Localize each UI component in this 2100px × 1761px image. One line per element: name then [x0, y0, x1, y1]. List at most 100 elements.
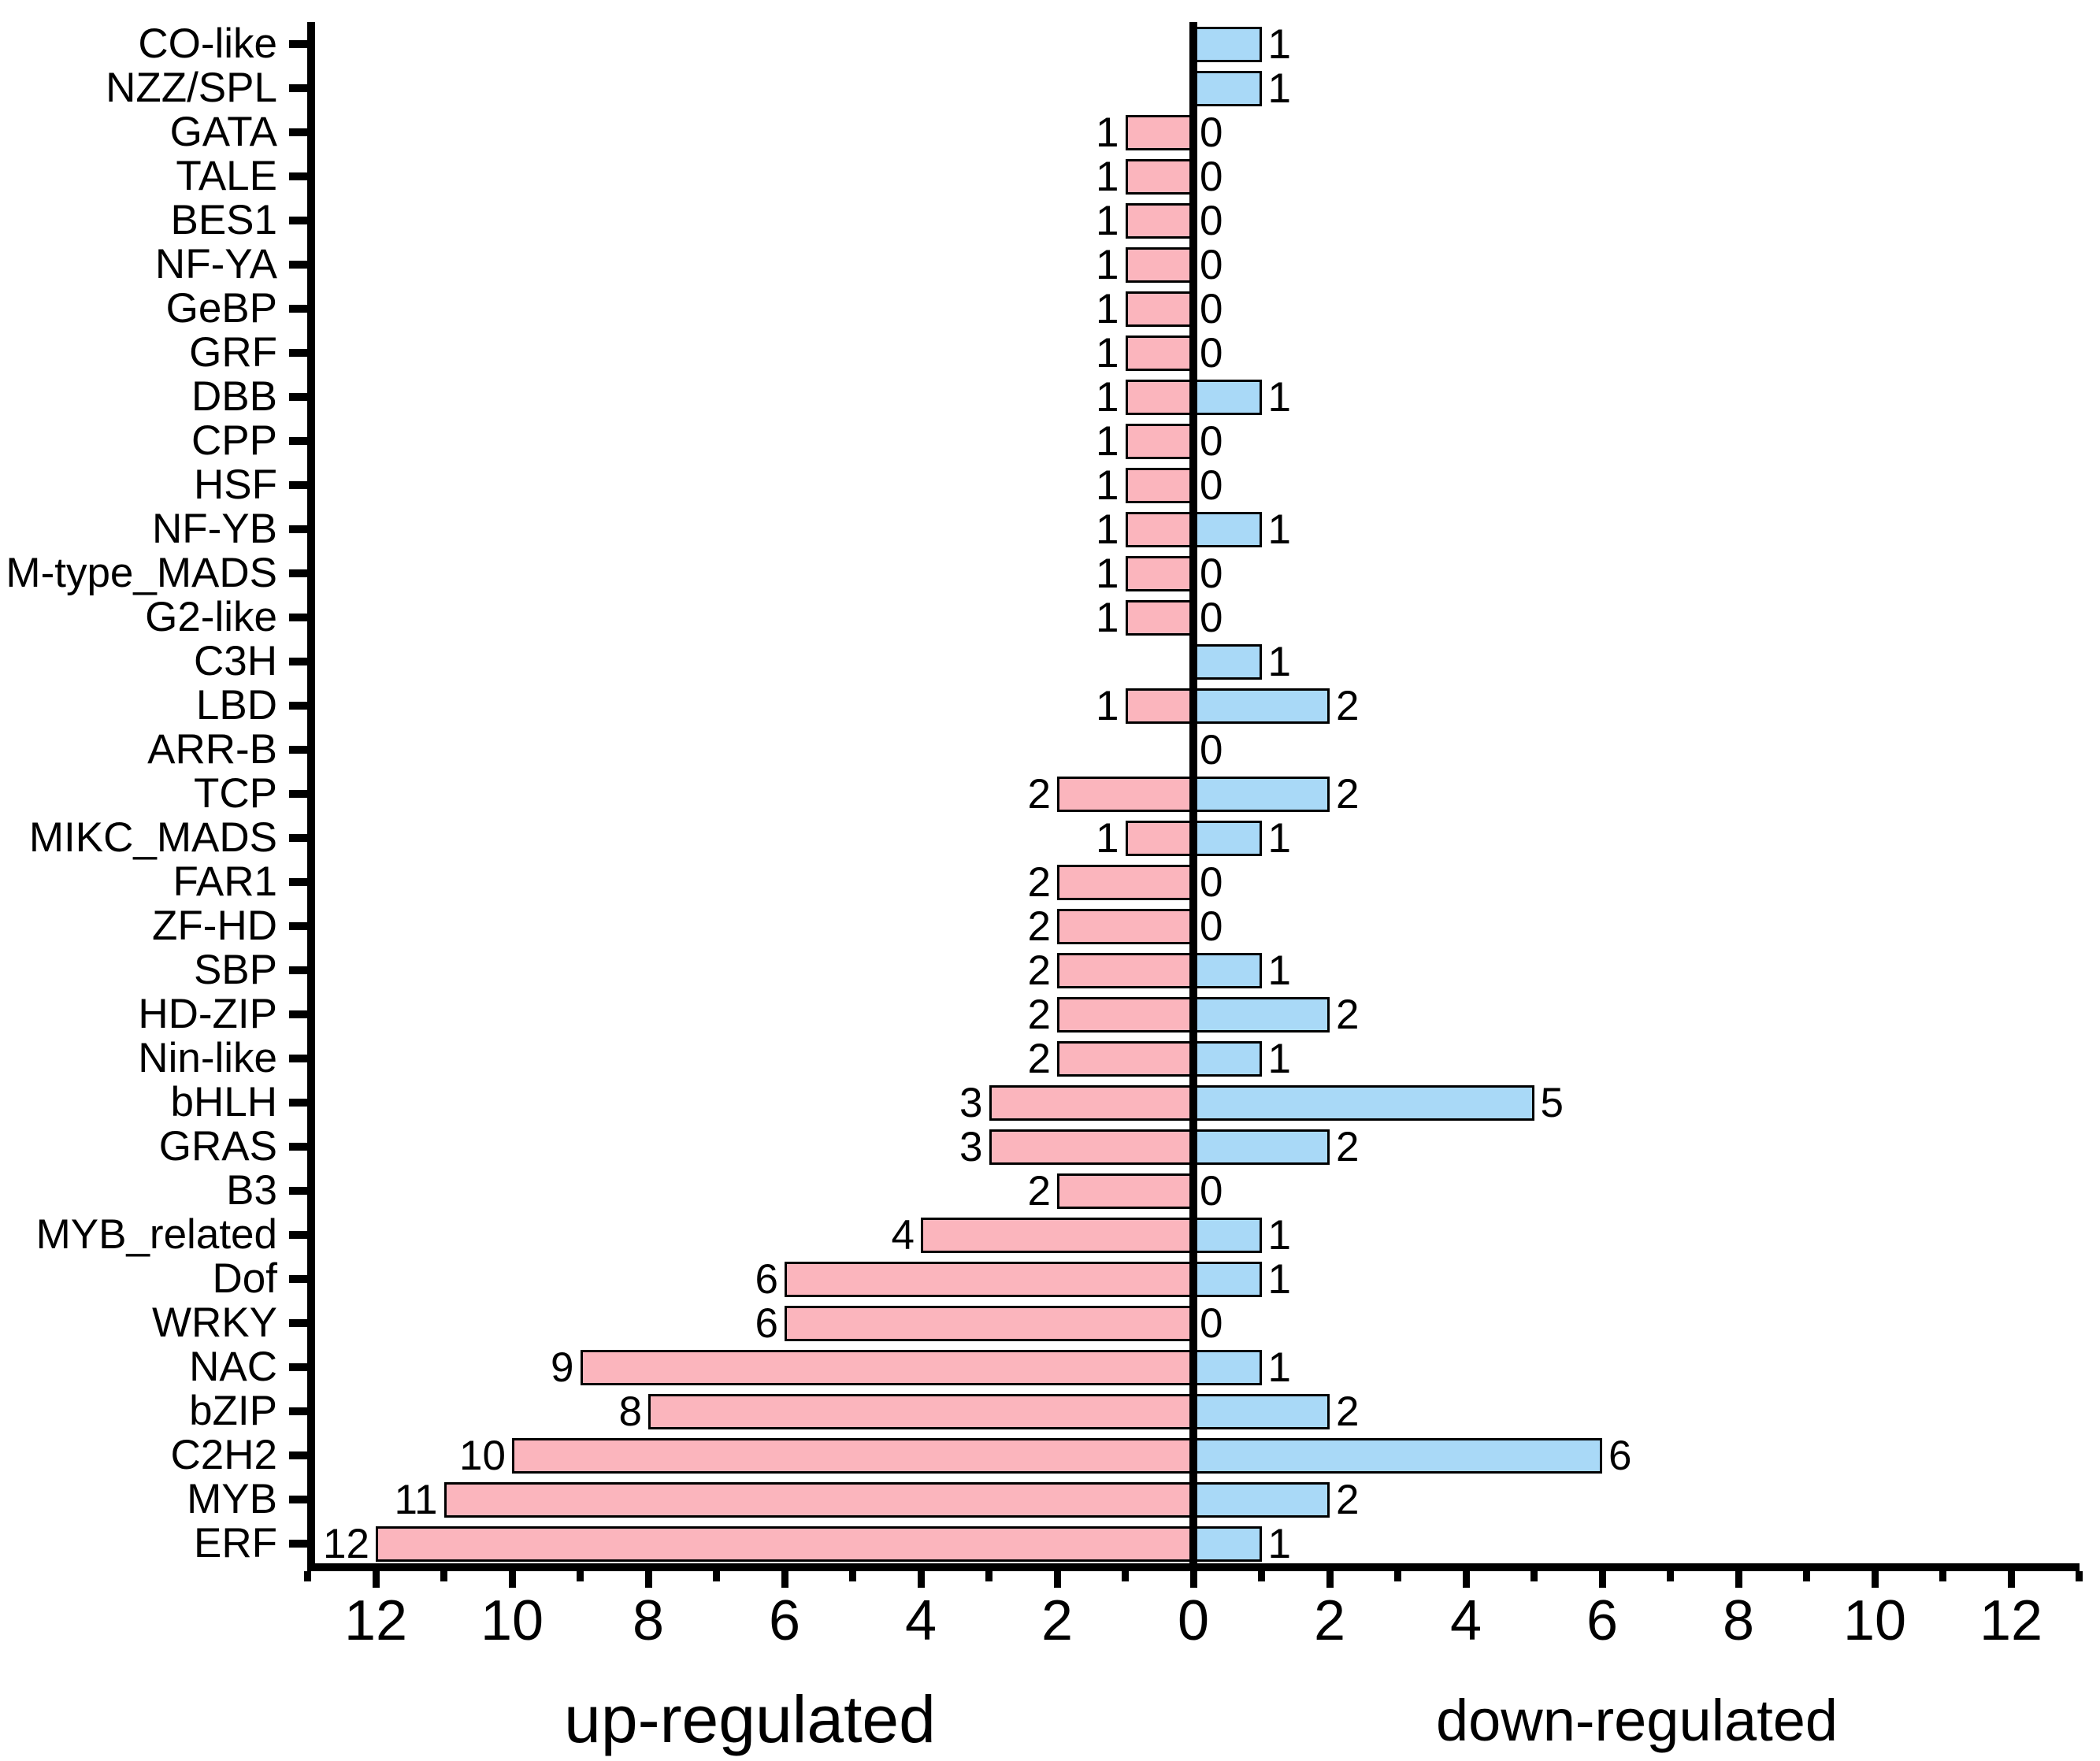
up-bar [648, 1393, 1193, 1429]
up-value-label: 1 [1096, 594, 1119, 641]
up-value-label: 1 [1096, 814, 1119, 862]
category-label: MYB_related [35, 1211, 277, 1258]
x-axis-line [307, 1563, 2080, 1571]
x-axis-tick-label: 2 [1041, 1589, 1074, 1652]
down-value-label: 1 [1267, 1035, 1291, 1082]
down-value-label: 1 [1267, 1255, 1291, 1303]
category-tick-mark [289, 569, 307, 577]
category-label: bZIP [189, 1388, 277, 1434]
down-value-label: 0 [1200, 903, 1223, 950]
up-value-label: 12 [323, 1520, 369, 1567]
up-value-label: 1 [1096, 329, 1119, 376]
up-bar [921, 1217, 1193, 1253]
category-tick-mark [289, 1010, 307, 1018]
category-label: HSF [194, 462, 277, 508]
category-label: C2H2 [170, 1432, 277, 1478]
down-value-label: 1 [1267, 1211, 1291, 1259]
up-bar [785, 1261, 1193, 1297]
down-bar [1193, 688, 1330, 724]
up-bar [1057, 908, 1193, 944]
category-label: M-type_MADS [6, 550, 277, 596]
category-label: ARR-B [147, 726, 277, 773]
category-tick-mark [289, 966, 307, 974]
y-axis-spine [307, 22, 315, 1571]
down-bar [1193, 776, 1330, 812]
up-value-label: 8 [618, 1388, 642, 1435]
down-bar [1193, 820, 1262, 856]
x-axis-minor-tick [1122, 1571, 1129, 1581]
category-label: GeBP [165, 285, 277, 332]
up-bar [1057, 1040, 1193, 1077]
up-value-label: 2 [1027, 1167, 1051, 1214]
category-label: B3 [226, 1167, 277, 1214]
down-value-label: 0 [1200, 417, 1223, 465]
up-bar [1125, 511, 1193, 547]
category-label: NAC [189, 1344, 277, 1390]
up-bar [443, 1481, 1193, 1518]
category-label: HD-ZIP [138, 991, 277, 1037]
category-tick-mark [289, 1055, 307, 1062]
x-axis-major-tick [1189, 1571, 1197, 1588]
category-tick-mark [289, 261, 307, 269]
down-value-label: 1 [1267, 20, 1291, 68]
down-bar [1193, 996, 1330, 1033]
x-axis-tick-label: 12 [1979, 1589, 2043, 1652]
category-label: GRAS [158, 1123, 277, 1170]
x-axis-major-tick [1053, 1571, 1061, 1588]
down-bar [1193, 952, 1262, 988]
up-value-label: 1 [1096, 153, 1119, 200]
x-axis-minor-tick [1803, 1571, 1810, 1581]
down-value-label: 1 [1267, 814, 1291, 862]
x-axis-major-tick [781, 1571, 788, 1588]
up-value-label: 2 [1027, 858, 1051, 906]
category-tick-mark [289, 84, 307, 92]
up-bar [785, 1305, 1193, 1341]
up-value-label: 3 [959, 1123, 983, 1170]
category-label: MYB [187, 1476, 277, 1522]
category-label: CO-like [138, 20, 277, 67]
category-label: BES1 [170, 197, 277, 243]
up-bar [1125, 688, 1193, 724]
category-tick-mark [289, 790, 307, 798]
category-tick-mark [289, 1099, 307, 1107]
up-value-label: 1 [1096, 373, 1119, 421]
x-axis-minor-tick [1258, 1571, 1265, 1581]
down-bar [1193, 1526, 1262, 1562]
category-label: Dof [212, 1255, 277, 1302]
down-value-label: 0 [1200, 594, 1223, 641]
up-bar [1057, 952, 1193, 988]
up-bar [1057, 996, 1193, 1033]
category-tick-mark [289, 746, 307, 754]
category-tick-mark [289, 614, 307, 621]
down-value-label: 0 [1200, 550, 1223, 597]
category-tick-mark [289, 481, 307, 489]
x-axis-major-tick [1598, 1571, 1606, 1588]
category-label: GRF [189, 329, 277, 376]
up-value-label: 4 [891, 1211, 915, 1259]
category-tick-mark [289, 1275, 307, 1283]
down-value-label: 0 [1200, 462, 1223, 509]
up-value-label: 2 [1027, 991, 1051, 1038]
down-bar [1193, 26, 1262, 62]
category-label: Nin-like [138, 1035, 277, 1081]
category-tick-mark [289, 1363, 307, 1371]
category-label: LBD [195, 682, 277, 728]
down-bar [1193, 1217, 1262, 1253]
up-bar [1125, 158, 1193, 195]
x-axis-minor-tick [713, 1571, 720, 1581]
up-bar [989, 1129, 1193, 1165]
up-value-label: 10 [459, 1432, 506, 1479]
category-tick-mark [289, 305, 307, 313]
up-bar [1057, 776, 1193, 812]
up-value-label: 2 [1027, 903, 1051, 950]
down-value-label: 2 [1336, 770, 1360, 817]
x-axis-major-tick [1462, 1571, 1470, 1588]
down-value-label: 0 [1200, 109, 1223, 156]
down-value-label: 0 [1200, 726, 1223, 773]
up-value-label: 3 [959, 1079, 983, 1126]
x-axis-tick-label: 8 [1722, 1589, 1755, 1652]
x-axis-tick-label: 10 [1842, 1589, 1907, 1652]
x-axis-tick-label: 6 [1586, 1589, 1619, 1652]
category-tick-mark [289, 1407, 307, 1415]
up-bar [376, 1526, 1193, 1562]
